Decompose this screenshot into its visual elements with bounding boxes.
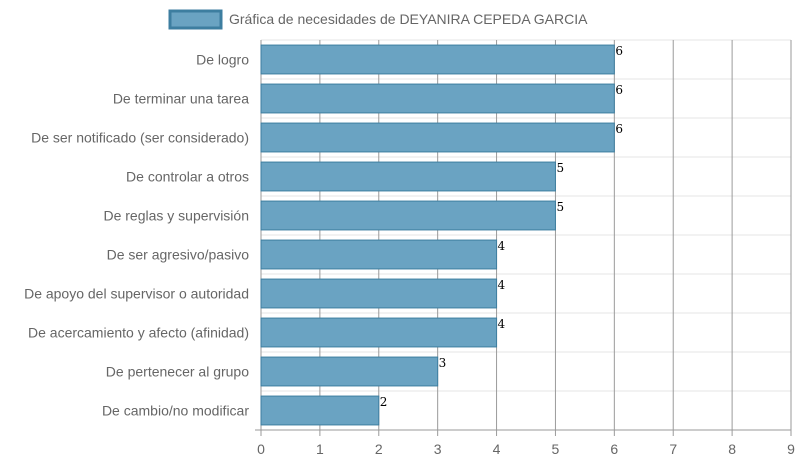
data-label: 5 <box>556 161 564 175</box>
bar[interactable] <box>260 200 556 231</box>
data-label: 4 <box>498 239 506 253</box>
bar[interactable] <box>260 395 380 426</box>
category-label: De reglas y supervisión <box>103 208 249 224</box>
category-label: De apoyo del supervisor o autoridad <box>24 286 249 302</box>
x-tick-label: 4 <box>493 441 501 457</box>
category-label: De controlar a otros <box>126 169 249 185</box>
bar[interactable] <box>260 278 498 309</box>
x-tick-label: 2 <box>375 441 383 457</box>
bar[interactable] <box>260 317 498 348</box>
data-labels: 6 6 6 5 5 4 4 4 3 2 <box>380 44 623 409</box>
bar[interactable] <box>260 161 556 192</box>
data-label: 6 <box>615 44 623 58</box>
data-label: 6 <box>615 122 623 136</box>
category-label: De terminar una tarea <box>113 91 249 107</box>
category-label: De ser agresivo/pasivo <box>107 247 250 263</box>
data-label: 2 <box>380 395 388 409</box>
x-tick-label: 3 <box>434 441 442 457</box>
bar[interactable] <box>260 44 615 75</box>
data-label: 6 <box>615 83 623 97</box>
data-label: 4 <box>498 278 506 292</box>
x-tick-label: 8 <box>728 441 736 457</box>
data-label: 4 <box>498 317 506 331</box>
x-tick-label: 7 <box>669 441 677 457</box>
bar[interactable] <box>260 122 615 153</box>
x-axis: 0 1 2 3 4 5 6 7 8 9 <box>257 441 795 457</box>
bar[interactable] <box>260 83 615 114</box>
category-label: De acercamiento y afecto (afinidad) <box>28 325 249 341</box>
legend-label: Gráfica de necesidades de DEYANIRA CEPED… <box>229 11 588 27</box>
bar[interactable] <box>260 239 498 270</box>
x-tick-label: 1 <box>316 441 324 457</box>
category-labels: De logro De terminar una tarea De ser noti… <box>24 52 249 419</box>
category-label: De pertenecer al grupo <box>106 364 249 380</box>
data-label: 5 <box>556 200 564 214</box>
data-label: 3 <box>439 356 447 370</box>
x-tick-label: 0 <box>257 441 265 457</box>
bars <box>260 44 615 426</box>
x-tick-label: 6 <box>610 441 618 457</box>
legend[interactable]: Gráfica de necesidades de DEYANIRA CEPED… <box>168 9 588 30</box>
category-label: De ser notificado (ser considerado) <box>31 130 249 146</box>
category-label: De cambio/no modificar <box>102 403 249 419</box>
bar[interactable] <box>260 356 439 387</box>
legend-swatch <box>168 9 223 30</box>
category-label: De logro <box>196 52 249 68</box>
x-tick-label: 9 <box>787 441 795 457</box>
x-tick-label: 5 <box>552 441 560 457</box>
